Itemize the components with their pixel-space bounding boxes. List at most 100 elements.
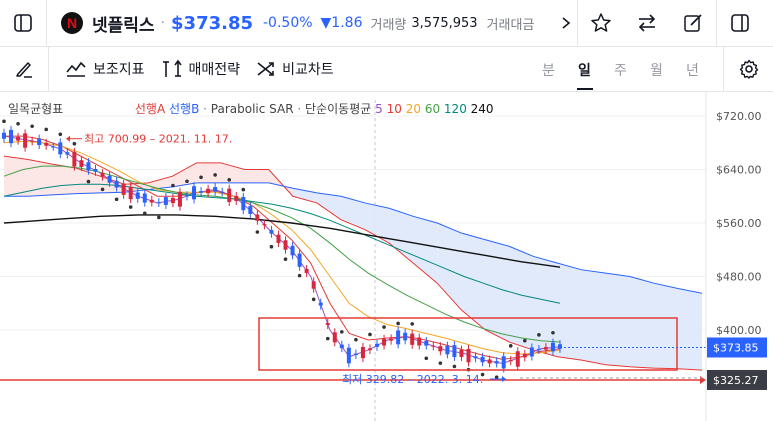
sar-dot bbox=[438, 361, 443, 365]
legend-ma20: 20 bbox=[405, 102, 421, 116]
cloud-segment bbox=[557, 263, 582, 361]
candle-body bbox=[466, 349, 471, 363]
cloud-segment bbox=[677, 288, 702, 371]
candle-body bbox=[220, 191, 225, 193]
period-week[interactable]: 주 bbox=[614, 63, 627, 79]
period-month[interactable]: 월 bbox=[650, 63, 663, 79]
marker-price-tag bbox=[707, 369, 767, 390]
divider bbox=[577, 0, 578, 46]
candle-body bbox=[424, 340, 429, 346]
candle-body bbox=[86, 162, 91, 171]
candle-body bbox=[431, 345, 436, 347]
favorite-button[interactable] bbox=[578, 0, 624, 46]
candle-body bbox=[227, 188, 232, 202]
candle-body bbox=[325, 323, 330, 325]
sar-dot bbox=[2, 119, 6, 124]
high-arrowhead bbox=[66, 135, 70, 142]
candle-body bbox=[508, 360, 513, 362]
period-minute[interactable]: 분 bbox=[542, 63, 555, 79]
cloud-segment bbox=[172, 162, 197, 187]
candle-body bbox=[163, 197, 168, 205]
candle-body bbox=[375, 343, 380, 347]
sar-dot bbox=[44, 127, 49, 132]
draw-button[interactable] bbox=[0, 47, 48, 91]
parabolic-sar bbox=[2, 119, 555, 379]
candle-body bbox=[276, 234, 281, 243]
candle-body bbox=[93, 168, 98, 172]
candle-body bbox=[396, 330, 401, 345]
candle-body bbox=[403, 332, 408, 341]
candle-body bbox=[114, 180, 119, 188]
right-panel-icon bbox=[731, 14, 749, 32]
candle-body bbox=[16, 136, 21, 141]
edit-button[interactable] bbox=[670, 0, 716, 46]
divider bbox=[723, 47, 724, 91]
candle-body bbox=[360, 346, 365, 359]
compare-label: 비교차트 bbox=[282, 62, 334, 78]
netflix-logo: N bbox=[61, 12, 83, 34]
sar-dot bbox=[523, 338, 527, 343]
sar-dot bbox=[551, 330, 555, 335]
sar-dot bbox=[100, 187, 105, 192]
candle-body bbox=[558, 344, 562, 349]
more-info-button[interactable] bbox=[555, 0, 577, 46]
ma120-line bbox=[3, 183, 561, 304]
cloud-segment bbox=[148, 176, 173, 190]
candle-body bbox=[184, 195, 189, 197]
volume-value: 3,575,953 bbox=[411, 15, 478, 31]
sar-dot bbox=[58, 132, 63, 137]
cloud-segment bbox=[389, 208, 414, 264]
price-chart[interactable]: 최고 700.99 – 2021. 11. 17. 최저 329.82 – 202… bbox=[0, 92, 773, 421]
sar-dot bbox=[382, 325, 386, 329]
left-panel-button[interactable] bbox=[0, 0, 46, 46]
high-annotation: 최고 700.99 – 2021. 11. 17. bbox=[84, 133, 232, 146]
strategy-button[interactable]: 매매전략 bbox=[161, 59, 240, 79]
sar-dot bbox=[508, 344, 513, 348]
period-day[interactable]: 일 bbox=[578, 63, 591, 79]
sar-dot bbox=[410, 322, 415, 326]
cloud-segment bbox=[485, 239, 510, 343]
span-a-line bbox=[3, 155, 703, 371]
candle-body bbox=[417, 337, 422, 346]
candle-body bbox=[269, 229, 274, 234]
active-period-underline bbox=[577, 88, 593, 90]
volume-label: 거래량 bbox=[370, 17, 407, 33]
top-bar: N 넷플릭스 · $373.85 -0.50% ▼1.86 거래량 3,575,… bbox=[0, 0, 773, 47]
candle-body bbox=[79, 160, 84, 167]
switch-symbol-button[interactable] bbox=[624, 0, 670, 46]
chevron-right-icon bbox=[562, 17, 571, 29]
settings-button[interactable] bbox=[724, 47, 773, 91]
cloud-segment bbox=[605, 273, 630, 367]
cloud-segment bbox=[244, 169, 269, 183]
sar-dot bbox=[424, 356, 429, 361]
legend-ma5: 5 bbox=[375, 102, 383, 116]
candle-body bbox=[58, 142, 63, 155]
candle-body bbox=[494, 361, 499, 364]
candle-body bbox=[262, 224, 267, 226]
cloud-segment bbox=[340, 196, 366, 230]
candle-body bbox=[149, 199, 154, 203]
strategy-icon bbox=[162, 59, 182, 77]
candle-body bbox=[142, 193, 147, 203]
y-tick-label: $480.00 bbox=[716, 271, 762, 284]
cross-arrows-icon bbox=[257, 62, 274, 76]
chart-overlay: 최고 700.99 – 2021. 11. 17. 최저 329.82 – 202… bbox=[0, 133, 767, 390]
compare-button[interactable]: 비교차트 bbox=[256, 59, 334, 79]
candle-body bbox=[121, 183, 126, 195]
candle-body bbox=[339, 344, 344, 349]
y-tick-label: $560.00 bbox=[716, 217, 762, 230]
candle-body bbox=[529, 347, 534, 357]
candle-body bbox=[255, 214, 260, 221]
current-price-tag bbox=[707, 337, 767, 358]
candle-body bbox=[30, 140, 35, 142]
right-panel-button[interactable] bbox=[717, 0, 763, 46]
candle-body bbox=[72, 151, 77, 167]
period-year[interactable]: 년 bbox=[686, 63, 699, 79]
span-b-line bbox=[4, 182, 703, 294]
sar-dot bbox=[16, 122, 20, 126]
price-axis: $720.00 $640.00 $560.00 $480.00 $400.00 bbox=[705, 92, 762, 421]
candle-body bbox=[23, 133, 28, 148]
legend-sep: · bbox=[203, 102, 207, 116]
sar-dot bbox=[114, 197, 119, 202]
indicators-button[interactable]: 보조지표 bbox=[65, 59, 145, 79]
